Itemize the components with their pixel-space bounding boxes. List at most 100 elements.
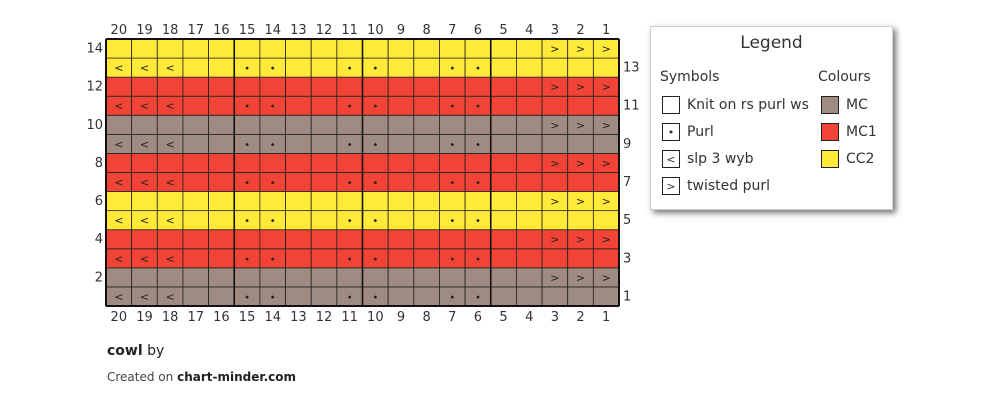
stitch-symbol: < xyxy=(166,62,175,75)
stitch-symbol: • xyxy=(244,102,250,113)
stitch-symbol: > xyxy=(550,81,559,94)
chart-cell xyxy=(490,191,517,212)
chart-cell xyxy=(285,38,312,59)
column-label-bottom: 6 xyxy=(474,310,482,325)
by-text: by xyxy=(147,343,165,359)
chart-cell xyxy=(285,172,312,192)
stitch-symbol: < xyxy=(114,252,123,265)
chart-cell xyxy=(439,267,466,288)
chart-cell xyxy=(567,210,594,231)
symbols-heading: Symbols xyxy=(660,69,720,85)
stitch-symbol: < xyxy=(166,290,175,303)
column-label-top: 4 xyxy=(525,23,533,38)
chart-cell xyxy=(516,191,543,212)
chart-cell xyxy=(516,248,543,269)
stitch-symbol: • xyxy=(347,216,353,227)
site-link[interactable]: chart-minder.com xyxy=(177,370,296,384)
chart-cell xyxy=(182,172,209,192)
chart-cell xyxy=(131,153,158,173)
stitch-symbol: > xyxy=(602,157,611,170)
stitch-symbol: < xyxy=(166,100,175,113)
chart-cell xyxy=(516,95,543,116)
stitch-symbol: > xyxy=(576,81,585,94)
stitch-symbol: • xyxy=(449,64,455,75)
chart-cell xyxy=(387,153,415,173)
chart-cell xyxy=(233,267,261,288)
stitch-symbol: • xyxy=(449,292,455,303)
stitch-symbol: • xyxy=(372,64,378,75)
chart-cell xyxy=(362,114,389,135)
stitch-symbol: • xyxy=(475,64,481,75)
column-label-top: 3 xyxy=(551,23,559,38)
chart-cell xyxy=(208,114,235,135)
chart-cell xyxy=(439,191,466,212)
chart-cell xyxy=(541,57,569,78)
chart-cell xyxy=(208,95,235,116)
chart-cell xyxy=(233,38,261,59)
stitch-symbol: • xyxy=(244,140,250,151)
chart-cell xyxy=(541,95,569,116)
chart-cell xyxy=(541,286,569,307)
column-label-top: 6 xyxy=(474,23,482,38)
stitch-symbol: • xyxy=(270,292,276,303)
stitch-symbol: • xyxy=(372,178,378,189)
chart-cell xyxy=(464,114,492,135)
chart-cell xyxy=(516,229,543,250)
legend-symbol-purl: • Purl xyxy=(662,122,714,142)
chart-cell xyxy=(208,286,235,307)
column-label-top: 5 xyxy=(499,23,507,38)
chart-cell xyxy=(259,191,286,212)
stitch-symbol: > xyxy=(602,233,611,246)
chart-cell xyxy=(490,210,517,231)
chart-cell xyxy=(310,133,338,154)
chart-cell xyxy=(439,76,466,97)
column-label-bottom: 18 xyxy=(162,310,179,325)
column-label-top: 11 xyxy=(341,23,358,38)
stitch-symbol: • xyxy=(244,64,250,75)
chart-cell xyxy=(259,267,286,288)
chart-cell xyxy=(413,95,440,116)
column-label-bottom: 14 xyxy=(264,310,281,325)
chart-cell xyxy=(413,57,440,78)
chart-cell xyxy=(362,229,389,250)
chart-cell xyxy=(156,38,184,59)
chart-cell xyxy=(516,286,543,307)
stitch-symbol: • xyxy=(270,102,276,113)
column-label-bottom: 8 xyxy=(422,310,430,325)
stitch-symbol: • xyxy=(347,254,353,265)
chart-cell xyxy=(387,133,415,154)
stitch-symbol: • xyxy=(270,216,276,227)
stitch-symbol: • xyxy=(449,254,455,265)
chart-cell xyxy=(567,248,594,269)
chart-cell xyxy=(233,191,261,212)
chart-cell xyxy=(464,38,492,59)
legend-symbol-knit: Knit on rs purl ws xyxy=(662,95,809,115)
chart-cell xyxy=(285,133,312,154)
stitch-symbol: > xyxy=(576,119,585,132)
legend-symbol-slip: < slp 3 wyb xyxy=(662,149,754,169)
chart-cell xyxy=(413,38,440,59)
chart-cell xyxy=(156,191,184,212)
chart-cell xyxy=(516,38,543,59)
column-label-bottom: 1 xyxy=(602,310,610,325)
chart-cell xyxy=(310,191,338,212)
stitch-symbol: • xyxy=(347,292,353,303)
stitch-symbol: < xyxy=(166,138,175,151)
chart-cell xyxy=(387,57,415,78)
chart-cell xyxy=(490,95,517,116)
chart-cell xyxy=(439,114,466,135)
stitch-symbol: < xyxy=(114,214,123,227)
chart-cell xyxy=(567,133,594,154)
column-label-top: 16 xyxy=(213,23,230,38)
stitch-symbol: < xyxy=(140,176,149,189)
chart-cell xyxy=(516,133,543,154)
chart-cell xyxy=(105,229,133,250)
chart-cell xyxy=(208,153,235,173)
chart-cell xyxy=(413,133,440,154)
chart-cell xyxy=(285,286,312,307)
slip-left-chevron-icon: < xyxy=(662,150,680,168)
stitch-symbol: < xyxy=(114,62,123,75)
chart-cell xyxy=(362,76,389,97)
chart-cell xyxy=(336,114,363,135)
